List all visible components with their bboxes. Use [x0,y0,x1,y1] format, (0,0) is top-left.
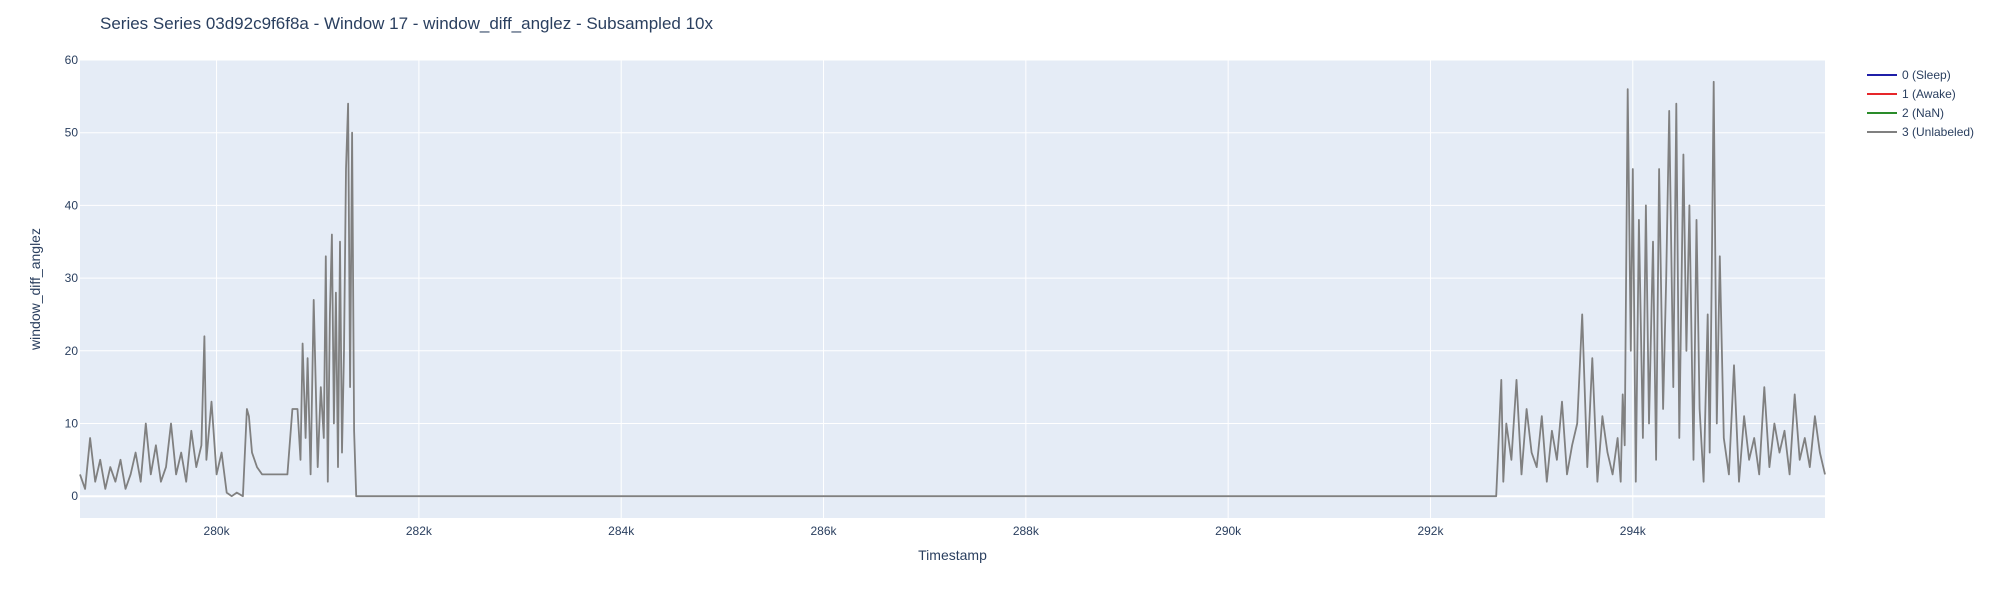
chart-title: Series Series 03d92c9f6f8a - Window 17 -… [100,14,713,33]
x-tick-label: 294k [1620,524,1647,538]
y-tick-labels: 0 10 20 30 40 50 60 [65,53,79,503]
x-tick-label: 284k [608,524,635,538]
legend-item[interactable]: 0 (Sleep) [1867,68,1951,82]
legend-item[interactable]: 3 (Unlabeled) [1867,125,1974,139]
x-axis-title: Timestamp [918,547,987,563]
legend-label: 1 (Awake) [1902,87,1956,101]
x-gridlines [216,60,1634,518]
legend-item[interactable]: 1 (Awake) [1867,87,1956,101]
y-tick-label: 20 [65,344,79,358]
legend-label: 0 (Sleep) [1902,68,1951,82]
legend: 0 (Sleep) 1 (Awake) 2 (NaN) 3 (Unlabeled) [1867,68,1974,139]
y-tick-label: 10 [65,416,79,430]
y-tick-label: 40 [65,198,79,212]
y-axis-title: window_diff_anglez [27,228,43,351]
series-layer [79,80,1826,498]
x-tick-label: 288k [1013,524,1040,538]
y-tick-label: 60 [65,53,79,67]
y-tick-label: 0 [71,489,78,503]
x-tick-label: 286k [811,524,838,538]
series-line [79,80,1826,498]
x-tick-label: 282k [406,524,433,538]
y-tick-label: 50 [65,126,79,140]
x-tick-label: 292k [1417,524,1444,538]
legend-item[interactable]: 2 (NaN) [1867,106,1944,120]
x-tick-label: 290k [1215,524,1242,538]
x-tick-label: 280k [204,524,231,538]
plot-area [80,60,1825,518]
y-tick-label: 30 [65,271,79,285]
legend-label: 2 (NaN) [1902,106,1944,120]
x-tick-labels: 280k 282k 284k 286k 288k 290k 292k 294k [204,524,1647,538]
legend-label: 3 (Unlabeled) [1902,125,1974,139]
